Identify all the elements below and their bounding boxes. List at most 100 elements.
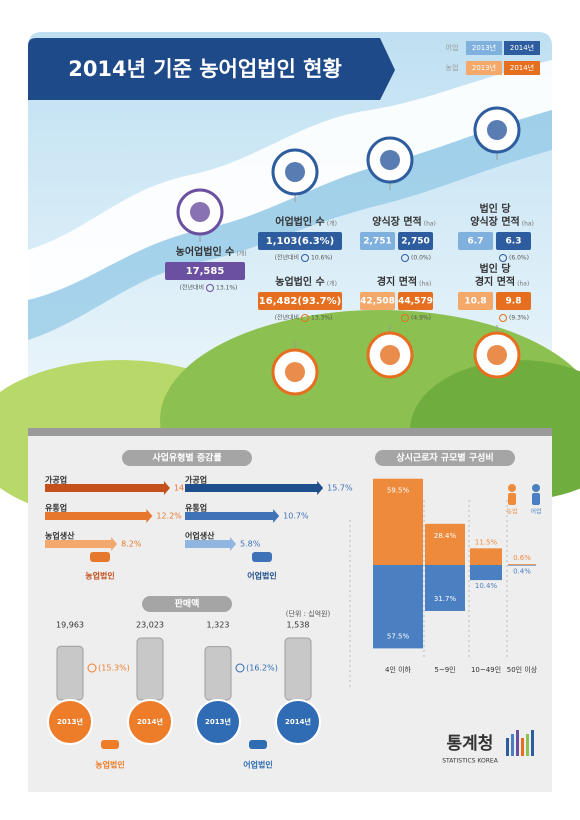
stat-change: (9.3%) bbox=[509, 315, 529, 322]
stat-change: (4.9%) bbox=[411, 315, 431, 322]
stat-box-2013 bbox=[458, 232, 493, 250]
change-icon bbox=[401, 254, 409, 262]
section-title: 상시근로자 규모별 구성비 bbox=[396, 452, 493, 464]
legend-label: 농업 bbox=[446, 64, 459, 72]
composition-bar bbox=[508, 565, 536, 566]
composition-bar bbox=[425, 523, 465, 565]
chart-icon bbox=[101, 740, 119, 749]
year-label: 2014년 bbox=[285, 717, 311, 726]
category-label: 5~9인 bbox=[434, 665, 455, 674]
stat-value-2014: 2,750 bbox=[401, 237, 429, 247]
category-label: 가공업 bbox=[185, 475, 207, 485]
composition-bar bbox=[373, 565, 423, 649]
legend-swatch bbox=[504, 41, 540, 55]
composition-bar bbox=[373, 478, 423, 565]
legend-swatch bbox=[466, 41, 502, 55]
stat-title: 양식장 면적 bbox=[372, 215, 421, 228]
legend-label: 어업 bbox=[530, 508, 541, 516]
section-pill bbox=[122, 450, 252, 466]
legend-label: 농업 bbox=[506, 508, 517, 516]
stat-note: (전년대비 bbox=[275, 254, 299, 262]
change-icon bbox=[235, 663, 245, 673]
change-icon bbox=[87, 663, 97, 673]
stat-unit: (ha) bbox=[419, 281, 431, 288]
value-label: 11.5% bbox=[475, 538, 498, 546]
growth-bar bbox=[185, 481, 324, 495]
icon-wheat-inner bbox=[380, 345, 400, 365]
value-label: 19,963 bbox=[56, 621, 84, 630]
growth-bar bbox=[45, 481, 170, 495]
stat-change: 13.1%) bbox=[216, 285, 237, 292]
stat-unit: (ha) bbox=[424, 221, 436, 228]
category-label: 유통업 bbox=[45, 503, 67, 513]
stat-title: 농업법인 수 bbox=[275, 275, 324, 288]
value-label: 0.4% bbox=[513, 568, 531, 576]
chart-icon bbox=[90, 552, 110, 562]
stat-change: (6.0%) bbox=[509, 255, 529, 262]
stat-change: 13.3%) bbox=[311, 315, 332, 322]
stat-title: 농어업법인 수 bbox=[176, 245, 235, 258]
stat-box bbox=[258, 292, 342, 310]
category-label: 50인 이상 bbox=[507, 665, 538, 674]
stat-note: (전년대비 bbox=[275, 314, 299, 322]
stat-box-2014 bbox=[496, 292, 531, 310]
change-icon bbox=[301, 314, 309, 322]
growth-bar bbox=[185, 509, 280, 523]
stat-title: 법인 당 bbox=[479, 202, 511, 215]
bowl bbox=[127, 699, 173, 745]
composition-bar bbox=[470, 565, 502, 581]
legend-head bbox=[508, 484, 516, 492]
stat-unit: (개) bbox=[327, 280, 337, 288]
section-pill bbox=[375, 450, 515, 466]
stat-value-2013: 10.8 bbox=[464, 297, 486, 307]
legend-swatch bbox=[504, 61, 540, 75]
stat-box-2013 bbox=[360, 292, 395, 310]
growth-bar bbox=[45, 509, 153, 523]
composition-bar bbox=[508, 564, 536, 565]
page-title: 2014년 기준 농어업법인 현황 bbox=[68, 57, 342, 81]
stat-value-2013: 42,508 bbox=[360, 297, 395, 307]
stat-box-2014 bbox=[496, 232, 531, 250]
value-label: 5.8% bbox=[240, 540, 261, 549]
value-label: 23,023 bbox=[136, 621, 164, 630]
value-label: 59.5% bbox=[387, 487, 410, 495]
change-icon bbox=[499, 314, 507, 322]
logo-bar bbox=[526, 734, 529, 756]
section-title: 사업유형별 증감률 bbox=[152, 452, 221, 464]
stat-value: 1,103(6.3%) bbox=[266, 236, 335, 247]
stat-value-2014: 9.8 bbox=[506, 297, 522, 307]
stat-note: (전년대비 bbox=[180, 284, 204, 292]
stat-unit: (개) bbox=[236, 250, 246, 258]
category-label: 4인 이하 bbox=[385, 665, 412, 674]
stat-box-2014 bbox=[398, 292, 433, 310]
icon-ship-inner bbox=[285, 162, 305, 182]
legend-head bbox=[532, 484, 540, 492]
growth-bar bbox=[45, 537, 118, 551]
chart-label: 농업법인 bbox=[85, 571, 114, 581]
logo-bar bbox=[531, 730, 534, 756]
stat-unit: (개) bbox=[327, 220, 337, 228]
stat-title: 어업법인 수 bbox=[275, 215, 324, 228]
value-label: 8.2% bbox=[121, 540, 142, 549]
ground-line bbox=[28, 428, 552, 438]
stat-change: 10.6%) bbox=[311, 255, 332, 262]
section-pill bbox=[142, 596, 232, 612]
wave bbox=[28, 110, 552, 340]
stat-title: 경지 면적 bbox=[377, 275, 417, 288]
bowl bbox=[275, 699, 321, 745]
value-label: 1,323 bbox=[207, 621, 230, 630]
bowl bbox=[195, 699, 241, 745]
chart-icon bbox=[252, 552, 272, 562]
value-label: 10.4% bbox=[475, 582, 498, 590]
stat-value: 17,585 bbox=[186, 266, 225, 277]
value-label: 31.7% bbox=[434, 595, 457, 603]
stat-value: 16,482(93.7%) bbox=[259, 296, 341, 307]
value-label: 15.7% bbox=[327, 484, 353, 493]
coin-stack bbox=[284, 637, 312, 701]
logo-bar bbox=[511, 734, 514, 756]
stat-value-2014: 44,579 bbox=[398, 297, 433, 307]
section-title: 판매액 bbox=[175, 598, 200, 610]
chart-label: 농업법인 bbox=[95, 760, 124, 770]
value-label: 12.2% bbox=[156, 512, 182, 521]
stat-title: 법인 당 bbox=[479, 262, 511, 275]
